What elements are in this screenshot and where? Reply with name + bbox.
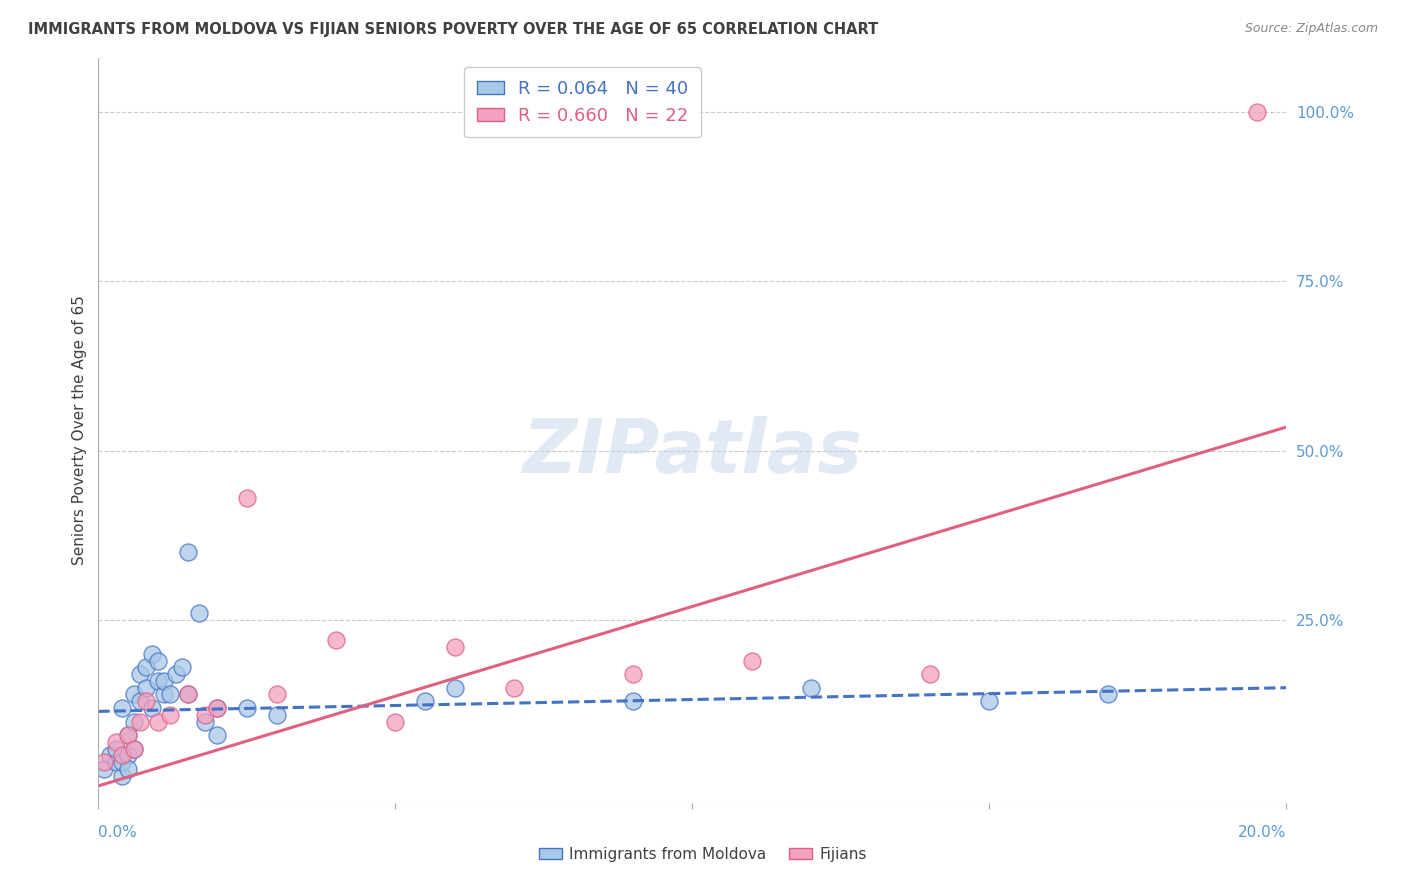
- Point: [621, 667, 644, 681]
- Point: [135, 694, 157, 708]
- Y-axis label: Seniors Poverty Over the Age of 65: Seniors Poverty Over the Age of 65: [72, 295, 87, 566]
- Point: [122, 741, 145, 756]
- Point: [920, 667, 942, 681]
- Point: [266, 688, 288, 702]
- Point: [141, 647, 163, 661]
- Point: [236, 491, 259, 505]
- Point: [503, 681, 526, 695]
- Point: [152, 688, 174, 702]
- Point: [152, 673, 174, 688]
- Point: [979, 694, 1001, 708]
- Point: [413, 694, 436, 708]
- Point: [1246, 105, 1268, 120]
- Point: [146, 673, 169, 688]
- Point: [443, 681, 465, 695]
- Point: [188, 606, 211, 620]
- Point: [129, 667, 152, 681]
- Point: [207, 701, 229, 715]
- Point: [93, 762, 115, 776]
- Point: [111, 769, 134, 783]
- Point: [236, 701, 259, 715]
- Point: [266, 707, 288, 722]
- Text: 0.0%: 0.0%: [98, 825, 138, 840]
- Point: [800, 681, 823, 695]
- Point: [176, 688, 198, 702]
- Point: [111, 748, 134, 763]
- Point: [105, 755, 128, 769]
- Point: [1097, 688, 1119, 702]
- Legend: Immigrants from Moldova, Fijians: Immigrants from Moldova, Fijians: [534, 842, 872, 866]
- Point: [146, 714, 169, 729]
- Point: [384, 714, 406, 729]
- Point: [325, 633, 347, 648]
- Point: [122, 741, 145, 756]
- Point: [135, 660, 157, 674]
- Point: [111, 701, 134, 715]
- Point: [141, 701, 163, 715]
- Point: [159, 688, 181, 702]
- Text: Source: ZipAtlas.com: Source: ZipAtlas.com: [1244, 22, 1378, 36]
- Point: [176, 545, 198, 559]
- Point: [135, 681, 157, 695]
- Point: [207, 728, 229, 742]
- Point: [122, 688, 145, 702]
- Text: IMMIGRANTS FROM MOLDOVA VS FIJIAN SENIORS POVERTY OVER THE AGE OF 65 CORRELATION: IMMIGRANTS FROM MOLDOVA VS FIJIAN SENIOR…: [28, 22, 879, 37]
- Point: [93, 755, 115, 769]
- Legend: R = 0.064   N = 40, R = 0.660   N = 22: R = 0.064 N = 40, R = 0.660 N = 22: [464, 67, 702, 137]
- Point: [129, 714, 152, 729]
- Text: 20.0%: 20.0%: [1239, 825, 1286, 840]
- Point: [117, 748, 139, 763]
- Point: [170, 660, 193, 674]
- Point: [105, 741, 128, 756]
- Point: [207, 701, 229, 715]
- Point: [194, 707, 217, 722]
- Point: [621, 694, 644, 708]
- Point: [194, 714, 217, 729]
- Point: [159, 707, 181, 722]
- Point: [129, 694, 152, 708]
- Point: [111, 755, 134, 769]
- Point: [443, 640, 465, 654]
- Point: [176, 688, 198, 702]
- Point: [165, 667, 187, 681]
- Point: [98, 748, 121, 763]
- Point: [741, 654, 763, 668]
- Point: [117, 728, 139, 742]
- Point: [117, 762, 139, 776]
- Point: [122, 714, 145, 729]
- Text: ZIPatlas: ZIPatlas: [523, 417, 862, 489]
- Point: [105, 735, 128, 749]
- Point: [117, 728, 139, 742]
- Point: [146, 654, 169, 668]
